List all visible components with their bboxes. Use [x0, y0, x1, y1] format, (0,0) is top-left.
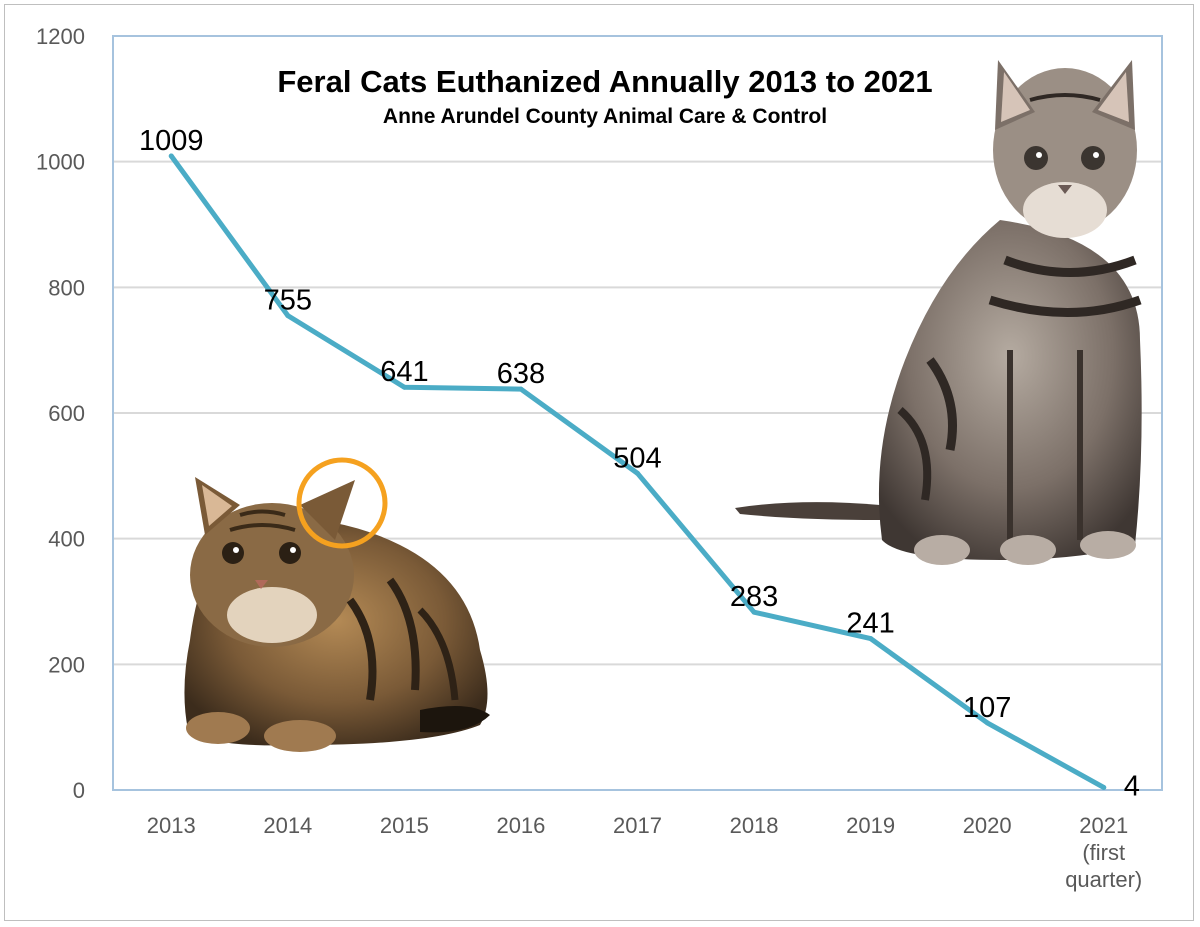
data-label: 107	[963, 692, 1011, 724]
x-tick-label: 2017	[613, 813, 662, 838]
x-tick-label: 2013	[147, 813, 196, 838]
chart-frame	[4, 4, 1194, 921]
chart-title: Feral Cats Euthanized Annually 2013 to 2…	[277, 64, 933, 99]
data-point	[635, 470, 640, 476]
title-block: Feral Cats Euthanized Annually 2013 to 2…	[200, 62, 1010, 132]
x-tick-label: 2018	[730, 813, 779, 838]
x-tick-label: 2021	[1079, 813, 1128, 838]
y-tick-label: 1000	[36, 150, 85, 175]
data-point	[1101, 784, 1107, 790]
data-label: 1009	[139, 125, 204, 157]
data-point	[984, 720, 990, 726]
chart-subtitle: Anne Arundel County Animal Care & Contro…	[382, 105, 828, 128]
y-axis-ticks: 0 200 400 600 800 1000 1200	[36, 24, 85, 803]
x-tick-label: 2015	[380, 813, 429, 838]
data-point	[518, 386, 524, 392]
x-tick-label: quarter)	[1065, 867, 1142, 892]
x-tick-label: 2020	[963, 813, 1012, 838]
x-tick-label: 2016	[496, 813, 545, 838]
y-tick-label: 200	[48, 652, 85, 677]
data-point	[285, 313, 291, 319]
data-label: 638	[497, 358, 545, 390]
x-axis-ticks: 2013 2014 2015 2016 2017 2018 2019 2020 2021(fir…	[147, 813, 1142, 892]
data-label: 755	[264, 285, 312, 317]
data-points	[168, 153, 1107, 790]
data-label: 4	[1124, 770, 1140, 802]
y-tick-label: 1200	[36, 24, 85, 49]
data-point	[751, 609, 757, 615]
ear-tip-highlight-circle	[296, 457, 388, 549]
data-point	[168, 153, 174, 159]
data-label: 641	[380, 356, 428, 388]
y-tick-label: 600	[48, 401, 85, 426]
y-tick-label: 800	[48, 275, 85, 300]
data-point	[401, 384, 407, 390]
tabby-cat-lying-image	[184, 477, 490, 752]
data-label: 283	[730, 581, 778, 613]
tabby-cat-sitting-image	[735, 60, 1142, 565]
data-label: 504	[613, 442, 661, 474]
data-point	[868, 636, 874, 642]
x-tick-label: (first	[1082, 840, 1125, 865]
x-tick-label: 2014	[263, 813, 312, 838]
x-tick-label: 2019	[846, 813, 895, 838]
y-tick-label: 0	[73, 778, 85, 803]
data-label: 241	[846, 608, 894, 640]
y-tick-label: 400	[48, 527, 85, 552]
plot-area-border	[112, 35, 1163, 791]
data-labels: 1009 755 641 638 504 283 241 107 4	[139, 125, 1140, 802]
